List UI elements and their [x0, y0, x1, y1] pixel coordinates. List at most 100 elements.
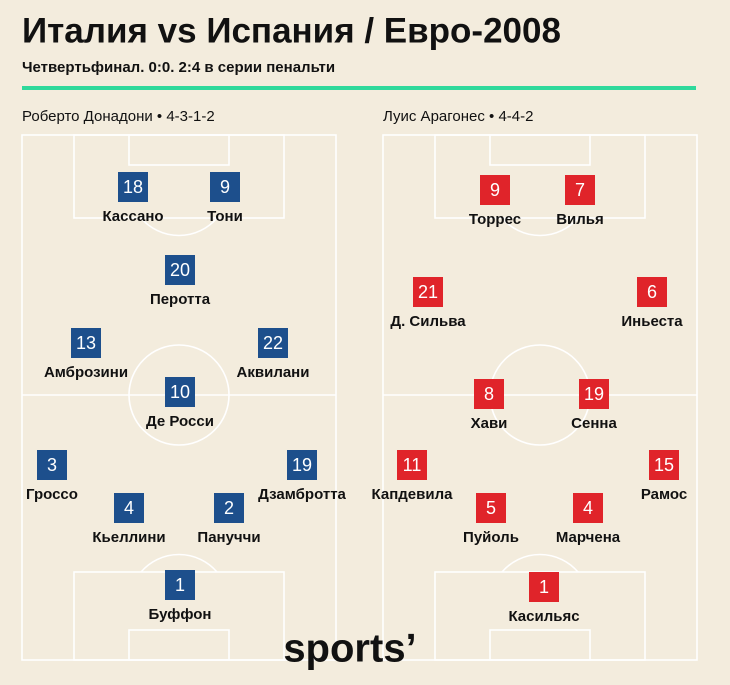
player-number: 9 — [220, 177, 230, 197]
player-number: 11 — [403, 455, 422, 475]
player-number: 19 — [292, 455, 312, 475]
subtitle: Четвертьфинал. 0:0. 2:4 в серии пенальти — [22, 59, 335, 76]
player-name: Тони — [207, 208, 243, 225]
player-badge — [649, 450, 679, 480]
player-name: Аквилани — [237, 364, 310, 381]
player-name: Вилья — [556, 211, 604, 228]
penalty-arc — [140, 553, 218, 573]
player-number: 6 — [647, 282, 657, 302]
player: 18 Кассано — [102, 172, 164, 225]
player-badge — [474, 379, 504, 409]
player-name: Де Росси — [146, 413, 214, 430]
player-badge — [118, 172, 148, 202]
player-badge — [287, 450, 317, 480]
goal-box — [489, 629, 591, 661]
player: 4 Кьеллини — [92, 493, 166, 546]
player-name: Пануччи — [197, 529, 260, 546]
player: 19 Сенна — [571, 379, 617, 432]
player-name: Пуйоль — [463, 529, 519, 546]
player-name: Капдевила — [372, 486, 454, 503]
player: 6 Иньеста — [621, 277, 683, 330]
player: 9 Тони — [207, 172, 243, 225]
pitch — [21, 134, 337, 661]
goal-box — [128, 134, 230, 166]
player: 11 Капдевила — [372, 450, 454, 503]
player-number: 15 — [654, 455, 674, 475]
player: 7 Вилья — [556, 175, 604, 228]
player: 19 Дзамбротта — [258, 450, 347, 503]
player: 1 Буффон — [148, 570, 212, 623]
player-badge — [529, 572, 559, 602]
player-name: Иньеста — [621, 313, 683, 330]
player-badge — [480, 175, 510, 205]
player-number: 13 — [76, 333, 96, 353]
player-name: Амброзини — [44, 364, 128, 381]
player-badge — [165, 377, 195, 407]
player-name: Торрес — [469, 211, 521, 228]
player: 8 Хави — [471, 379, 508, 432]
player-number: 1 — [175, 575, 185, 595]
player-name: Хави — [471, 415, 508, 432]
player-name: Кьеллини — [92, 529, 165, 546]
player: 15 Рамос — [641, 450, 687, 503]
player-badge — [210, 172, 240, 202]
player-name: Перотта — [150, 291, 211, 308]
player: 5 Пуйоль — [463, 493, 519, 546]
goal-box — [489, 134, 591, 166]
player-name: Д. Сильва — [390, 313, 466, 330]
player-name: Кассано — [102, 208, 163, 225]
player-number: 5 — [486, 498, 496, 518]
player-number: 21 — [418, 282, 438, 302]
player-badge — [579, 379, 609, 409]
player-badge — [258, 328, 288, 358]
player-number: 9 — [490, 180, 500, 200]
player-name: Буффон — [148, 606, 211, 623]
player-number: 4 — [583, 498, 593, 518]
player-name: Рамос — [641, 486, 687, 503]
player-number: 1 — [539, 577, 549, 597]
player-number: 22 — [263, 333, 283, 353]
player: 9 Торрес — [469, 175, 521, 228]
penalty-arc — [501, 553, 579, 573]
divider — [22, 86, 696, 90]
player-badge — [214, 493, 244, 523]
player-name: Сенна — [571, 415, 617, 432]
player-number: 4 — [124, 498, 134, 518]
player-badge — [71, 328, 101, 358]
player-badge — [476, 493, 506, 523]
player: 1 Касильяс — [508, 572, 580, 625]
player-badge — [165, 570, 195, 600]
player: 13 Амброзини — [44, 328, 128, 381]
player-number: 20 — [170, 260, 190, 280]
penalty-arc — [501, 217, 579, 237]
player-number: 8 — [484, 384, 494, 404]
player: 10 Де Росси — [146, 377, 214, 430]
logo: sports’ — [283, 627, 416, 671]
player-name: Гроссо — [26, 486, 78, 503]
center-circle — [128, 344, 230, 446]
player: 22 Аквилани — [237, 328, 310, 381]
player-number: 18 — [123, 177, 143, 197]
player-badge — [397, 450, 427, 480]
player: 2 Пануччи — [197, 493, 261, 546]
player-number: 10 — [170, 382, 190, 402]
player-badge — [573, 493, 603, 523]
player-badge — [37, 450, 67, 480]
player-number: 7 — [575, 180, 585, 200]
penalty-arc — [140, 217, 218, 237]
player-number: 19 — [584, 384, 604, 404]
player: 3 Гроссо — [26, 450, 78, 503]
player-badge — [565, 175, 595, 205]
player-name: Марчена — [556, 529, 621, 546]
player: 20 Перотта — [150, 255, 211, 308]
player-number: 2 — [224, 498, 234, 518]
player-name: Касильяс — [508, 608, 579, 625]
player: 21 Д. Сильва — [390, 277, 466, 330]
goal-box — [128, 629, 230, 661]
team-label: Роберто Донадони • 4-3-1-2 — [22, 108, 215, 125]
player: 4 Марчена — [556, 493, 621, 546]
player-badge — [165, 255, 195, 285]
player-badge — [114, 493, 144, 523]
